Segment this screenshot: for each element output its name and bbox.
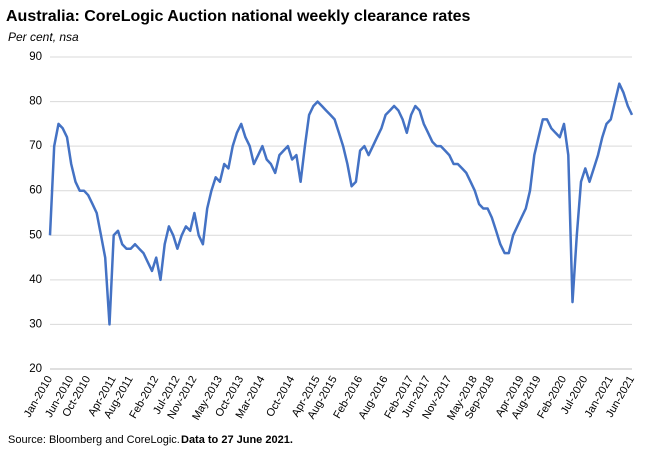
y-tick-label: 70	[29, 140, 42, 152]
y-tick-label: 60	[29, 185, 42, 197]
y-tick-label: 20	[29, 363, 42, 375]
y-tick-label: 50	[29, 229, 42, 241]
y-tick-label: 90	[29, 51, 42, 63]
chart-title: Australia: CoreLogic Auction national we…	[6, 8, 471, 25]
data-line	[48, 82, 634, 326]
y-tick-label: 80	[29, 96, 42, 108]
y-tick-label: 30	[29, 318, 42, 330]
source: Source: Bloomberg and CoreLogic.	[8, 434, 180, 446]
chart-subtitle: Per cent, nsa	[8, 30, 79, 44]
y-tick-label: 40	[29, 274, 42, 286]
note: Data to 27 June 2021.	[181, 434, 293, 446]
